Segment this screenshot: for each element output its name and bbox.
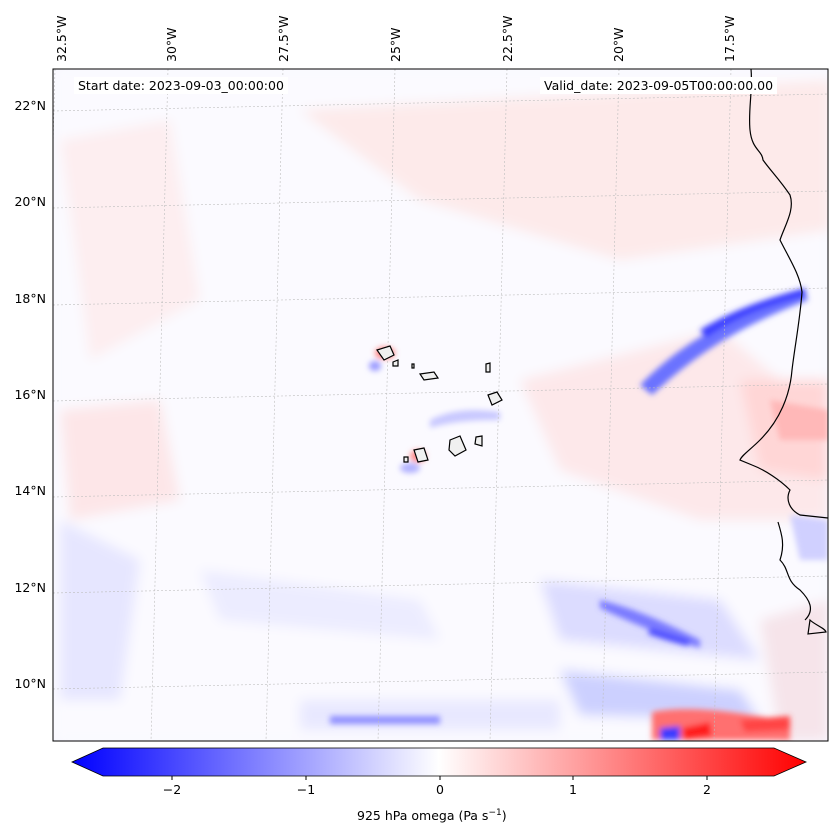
lon-label: 30°W bbox=[164, 27, 179, 62]
lon-label: 17.5°W bbox=[722, 15, 737, 62]
lon-label: 25°W bbox=[388, 27, 403, 62]
colorbar-label-close: ) bbox=[501, 808, 507, 824]
start-date-label: Start date: 2023-09-03_00:00:00 bbox=[74, 77, 288, 94]
lat-label: 22°N bbox=[14, 98, 46, 113]
colorbar-tick-label: −1 bbox=[296, 782, 316, 797]
colorbar-tick-label: −2 bbox=[162, 782, 182, 797]
colorbar-label-exponent: −1 bbox=[488, 808, 502, 818]
lat-label: 16°N bbox=[14, 387, 46, 402]
lon-label: 27.5°W bbox=[276, 15, 291, 62]
coastlines bbox=[739, 69, 828, 635]
islands bbox=[376, 345, 503, 463]
lon-label: 22.5°W bbox=[500, 15, 515, 62]
lon-label: 20°W bbox=[611, 27, 626, 62]
colorbar-label: 925 hPa omega (Pa s−1) bbox=[357, 808, 507, 823]
lat-label: 20°N bbox=[14, 194, 46, 209]
gridlines bbox=[53, 69, 828, 741]
colorbar-tick-label: 0 bbox=[436, 782, 444, 797]
lat-label: 14°N bbox=[14, 483, 46, 498]
colorbar-ticks bbox=[171, 776, 708, 780]
colorbar-tick-label: 1 bbox=[569, 782, 577, 797]
colorbar-tick-label: 2 bbox=[703, 782, 711, 797]
lat-label: 12°N bbox=[14, 580, 46, 595]
colorbar-label-text: 925 hPa omega (Pa s bbox=[357, 808, 489, 824]
omega-field bbox=[53, 69, 828, 741]
colorbar bbox=[71, 747, 807, 780]
lon-label: 32.5°W bbox=[54, 15, 69, 62]
lat-label: 18°N bbox=[14, 291, 46, 306]
valid-date-label: Valid_date: 2023-09-05T00:00:00.00 bbox=[540, 77, 778, 94]
lat-label: 10°N bbox=[14, 676, 46, 691]
